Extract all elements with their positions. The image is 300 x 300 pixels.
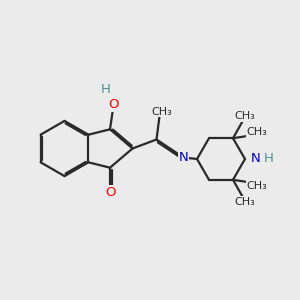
- Text: O: O: [105, 186, 115, 199]
- Text: N: N: [250, 152, 260, 166]
- Text: O: O: [108, 98, 119, 111]
- Text: CH₃: CH₃: [234, 197, 255, 207]
- Text: CH₃: CH₃: [247, 182, 267, 191]
- Text: CH₃: CH₃: [234, 111, 255, 121]
- Text: CH₃: CH₃: [152, 106, 172, 117]
- Text: CH₃: CH₃: [247, 127, 267, 136]
- Text: H: H: [264, 152, 274, 166]
- Text: H: H: [100, 83, 110, 96]
- Text: N: N: [178, 151, 188, 164]
